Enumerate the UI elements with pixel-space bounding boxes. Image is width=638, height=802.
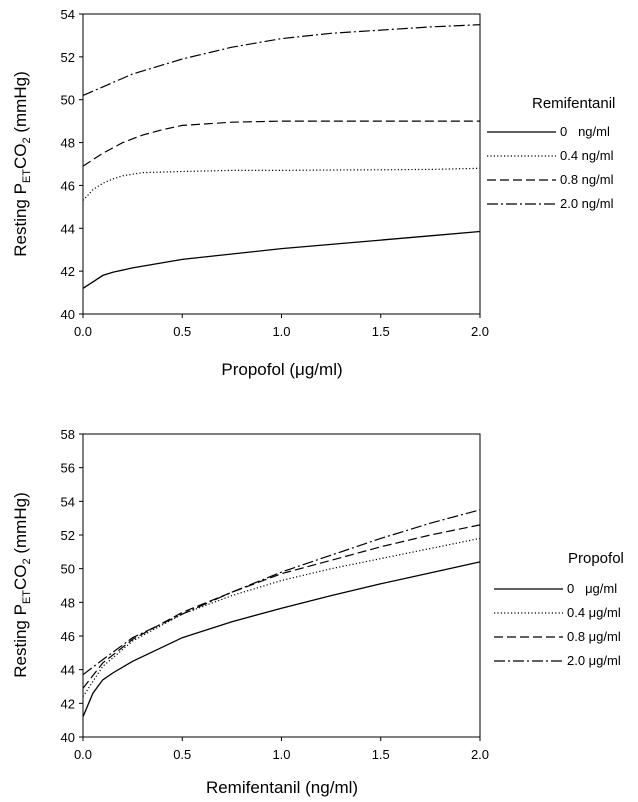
- chart-bottom: 40 42 44 46 48 50 52 54 56 58 0.0 0.5 1.0 1.5 2.0 Remi…: [11, 427, 624, 797]
- y-tick-label: 46: [61, 629, 75, 644]
- legend-label: 0 ng/ml: [560, 124, 610, 139]
- legend-label: 0.4 μg/ml: [567, 605, 621, 620]
- legend-label: 0.8 μg/ml: [567, 629, 621, 644]
- x-axis-label-bottom: Remifentanil (ng/ml): [206, 778, 358, 797]
- y-axis-label-top: Resting PETCO2 (mmHg): [11, 71, 33, 257]
- series-group-top: [82, 24, 481, 289]
- y-tick-label: 44: [61, 221, 75, 236]
- y-tick-label: 54: [61, 7, 75, 22]
- y-tick-label: 46: [61, 178, 75, 193]
- axes-bottom: 40 42 44 46 48 50 52 54 56 58 0.0 0.5 1.0 1.5 2.0: [61, 427, 490, 762]
- legend-label: 2.0 ng/ml: [560, 196, 614, 211]
- x-tick-label: 0.5: [173, 324, 191, 339]
- series-line-solid: [82, 561, 481, 718]
- y-tick-label: 50: [61, 562, 75, 577]
- y-tick-label: 48: [61, 595, 75, 610]
- y-tick-label: 52: [61, 50, 75, 65]
- x-tick-label: 2.0: [471, 747, 489, 762]
- series-group-bottom: [82, 509, 481, 718]
- legend-title-top: Remifentanil: [532, 95, 615, 112]
- series-line-dashdot: [82, 24, 481, 96]
- plot-frame-bottom: [82, 433, 481, 738]
- series-line-dashdot: [82, 509, 481, 676]
- legend-bottom: 0 μg/ml 0.4 μg/ml 0.8 μg/ml 2.0 μg/ml: [494, 581, 621, 668]
- legend-top: 0 ng/ml 0.4 ng/ml 0.8 ng/ml 2.0 ng/ml: [487, 124, 614, 211]
- y-tick-label: 40: [61, 307, 75, 322]
- y-tick-label: 42: [61, 696, 75, 711]
- y-tick-label: 56: [61, 461, 75, 476]
- x-tick-label: 0.0: [74, 747, 92, 762]
- x-tick-label: 2.0: [471, 324, 489, 339]
- y-tick-label: 50: [61, 93, 75, 108]
- x-tick-label: 0.5: [173, 747, 191, 762]
- y-tick-label: 40: [61, 730, 75, 745]
- x-tick-label: 0.0: [74, 324, 92, 339]
- x-tick-label: 1.5: [372, 747, 390, 762]
- legend-title-bottom: Propofol: [568, 550, 624, 567]
- legend-label: 0.8 ng/ml: [560, 172, 614, 187]
- x-axis-label-top: Propofol (μg/ml): [221, 360, 342, 379]
- y-tick-label: 54: [61, 494, 75, 509]
- x-tick-label: 1.0: [272, 747, 290, 762]
- series-line-dashed: [82, 120, 480, 167]
- axes-top: 40 42 44 46 48 50 52 54 0.0 0.5 1.0 1.5 2.0: [61, 7, 490, 339]
- y-tick-label: 44: [61, 663, 75, 678]
- y-tick-label: 58: [61, 427, 75, 442]
- series-line-dotted: [82, 537, 481, 697]
- y-tick-label: 52: [61, 528, 75, 543]
- legend-label: 0.4 ng/ml: [560, 148, 614, 163]
- series-line-dashed: [82, 524, 481, 689]
- y-tick-label: 48: [61, 136, 75, 151]
- y-axis-label-bottom: Resting PETCO2 (mmHg): [11, 492, 33, 678]
- x-tick-label: 1.0: [272, 324, 290, 339]
- plot-frame-top: [82, 13, 481, 315]
- y-tick-label: 42: [61, 264, 75, 279]
- legend-label: 2.0 μg/ml: [567, 653, 621, 668]
- series-line-dotted: [82, 167, 481, 201]
- series-line-solid: [82, 230, 481, 289]
- legend-label: 0 μg/ml: [567, 581, 617, 596]
- x-tick-label: 1.5: [372, 324, 390, 339]
- chart-top: 40 42 44 46 48 50 52 54 0.0 0.5 1.0 1.5 2.0 Propofol…: [11, 7, 615, 379]
